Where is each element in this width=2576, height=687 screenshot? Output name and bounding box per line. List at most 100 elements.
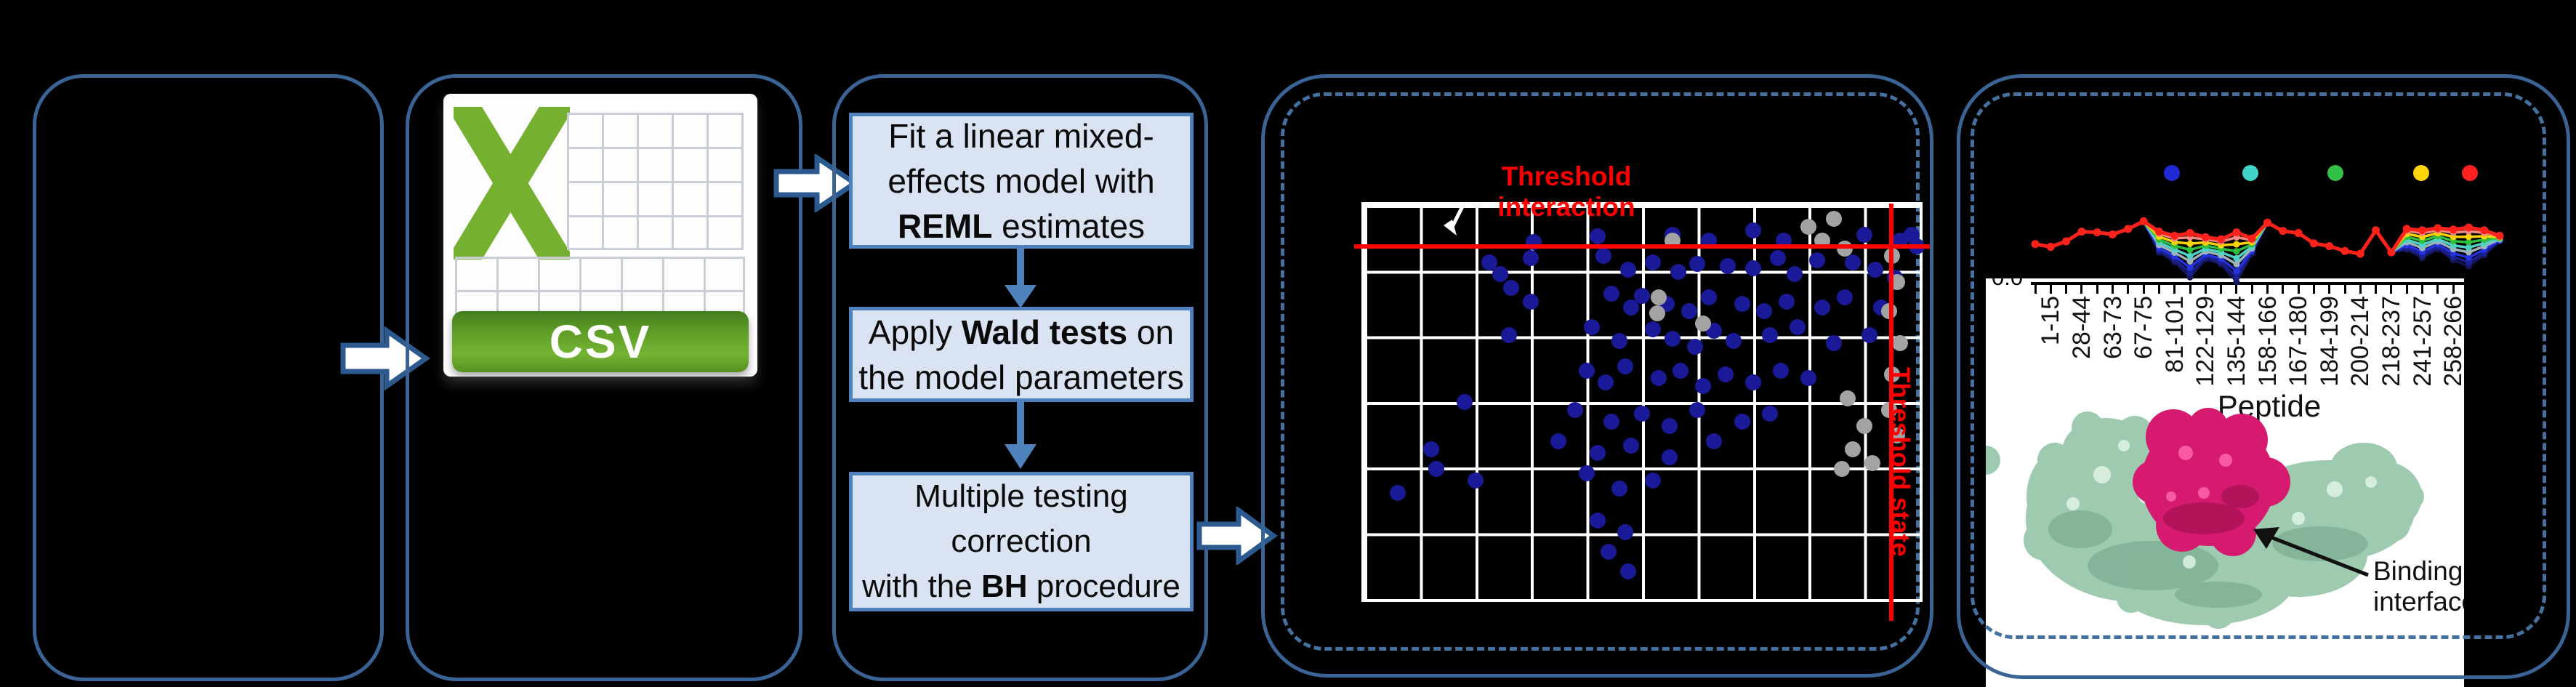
uptake-marker-red	[2434, 224, 2442, 233]
scatter-point-blue	[1650, 370, 1667, 387]
scatter-point-blue	[1589, 228, 1606, 245]
scatter-point-gray	[1800, 218, 1817, 235]
axis-tick	[2220, 285, 2223, 294]
scatter-point-gray	[1649, 305, 1665, 322]
axis-tick	[2034, 285, 2037, 294]
scatter-point-blue	[1645, 254, 1662, 270]
uptake-marker-navy	[2186, 269, 2194, 276]
uptake-marker-red	[2325, 242, 2334, 251]
uptake-marker-yellow	[2465, 233, 2472, 241]
scatter-point-blue	[1634, 287, 1650, 304]
uptake-marker-red	[2186, 229, 2194, 238]
block-arrow-3	[1196, 507, 1278, 565]
scatter-point-blue	[1814, 299, 1831, 316]
scatter-point-blue	[1584, 319, 1601, 336]
uptake-marker-red	[2247, 234, 2256, 243]
axis-tick	[2359, 285, 2362, 294]
uptake-marker-red	[2372, 226, 2380, 235]
step3-line3-post: procedure	[1027, 569, 1180, 604]
scatter-point-blue	[1845, 254, 1861, 270]
scatter-point-gray	[1650, 289, 1667, 306]
uptake-marker-red	[2093, 228, 2101, 237]
axis-tick	[2112, 285, 2114, 294]
stage-box-flowchart	[832, 74, 1208, 681]
flow-step-bh: Multiple testing correction with the BH …	[849, 472, 1194, 611]
scatter-point-blue	[1756, 303, 1773, 320]
scatter-point-blue	[1836, 289, 1853, 306]
scatter-point-blue	[1726, 332, 1742, 349]
flow-step-reml: Fit a linear mixed- effects model with R…	[849, 113, 1194, 249]
scatter-point-gray	[1695, 315, 1712, 332]
results-content: 1-15 28-44 63-73 67-75 81-101 122-129 135-144 1…	[1986, 278, 2464, 687]
spreadsheet-grid-top	[567, 113, 744, 250]
legend-dot-1	[2242, 165, 2258, 181]
axis-tick	[2312, 285, 2315, 294]
scatter-point-blue	[1720, 258, 1736, 274]
scatter-point-blue	[1611, 481, 1628, 497]
scatter-point-blue	[1428, 461, 1445, 478]
axis-tick	[2173, 285, 2176, 294]
scatter-point-blue	[1773, 362, 1789, 379]
scatter-point-blue	[1662, 417, 1678, 434]
scatter-point-blue	[1734, 295, 1750, 312]
uptake-marker-red	[2449, 225, 2458, 234]
uptake-marker-red	[2495, 231, 2504, 240]
down-arrow-2	[1005, 402, 1037, 469]
scatter-point-blue	[1717, 366, 1734, 383]
axis-tick	[2343, 285, 2346, 294]
scatter-point-blue	[1611, 332, 1628, 349]
scatter-point-blue	[1808, 252, 1825, 268]
scatter-point-blue	[1662, 449, 1678, 465]
uptake-marker-steel-gray	[2233, 260, 2240, 268]
axis-tick	[2065, 285, 2068, 294]
scatter-point-blue	[1598, 374, 1614, 390]
y-axis-zero-label: 0.0	[1992, 265, 2024, 290]
axis-tick	[2405, 285, 2408, 294]
threshold-interaction-line	[1354, 244, 1930, 249]
uptake-marker-red	[2387, 248, 2396, 257]
scatter-point-blue	[1422, 441, 1439, 458]
scatter-point-blue	[1622, 437, 1639, 454]
scatter-point-gray	[1864, 455, 1881, 471]
uptake-marker-red	[2480, 226, 2489, 235]
uptake-marker-teal	[2465, 244, 2472, 252]
step2-line1-bold: Wald tests	[961, 313, 1128, 351]
legend-dot-2	[2327, 165, 2343, 181]
scatter-point-blue	[1492, 265, 1509, 282]
scatter-point-gray	[1834, 461, 1851, 478]
scatter-title: Threshold interaction	[1497, 161, 1635, 222]
uptake-marker-red	[2062, 237, 2071, 246]
scatter-point-blue	[1778, 293, 1795, 310]
scatter-point-blue	[1481, 254, 1497, 270]
scatter-plot	[1354, 202, 1930, 621]
axis-tick	[2157, 285, 2160, 294]
uptake-marker-red	[2046, 243, 2055, 252]
legend-dot-3	[2413, 165, 2429, 181]
uptake-marker-red	[2154, 228, 2163, 236]
uptake-marker-red	[2170, 231, 2179, 240]
axis-tick	[2282, 285, 2285, 294]
scatter-point-blue	[1706, 433, 1723, 450]
peptide-shading	[2163, 485, 2259, 534]
uptake-marker-navy	[2233, 273, 2240, 281]
scatter-point-blue	[1550, 433, 1567, 450]
axis-tick	[2189, 285, 2191, 294]
scatter-point-gray	[1825, 210, 1842, 227]
scatter-point-blue	[1617, 523, 1634, 540]
scatter-point-blue	[1670, 264, 1686, 281]
step2-line1-post: on	[1127, 313, 1175, 351]
excel-x-icon	[454, 107, 570, 260]
axis-tick	[2142, 285, 2145, 294]
scatter-point-blue	[1603, 414, 1619, 430]
scatter-point-blue	[1689, 256, 1706, 273]
axis-tick	[2127, 285, 2130, 294]
uptake-marker-red	[2201, 233, 2210, 241]
scatter-point-blue	[1689, 401, 1706, 418]
uptake-line-chart	[2031, 165, 2504, 286]
step1-line2: effects model with	[887, 161, 1155, 200]
uptake-marker-navy	[2465, 259, 2472, 266]
legend-dot-0	[2164, 165, 2180, 181]
axis-tick	[2250, 285, 2253, 294]
uptake-marker-red	[2124, 225, 2133, 233]
uptake-marker-red	[2402, 225, 2411, 233]
